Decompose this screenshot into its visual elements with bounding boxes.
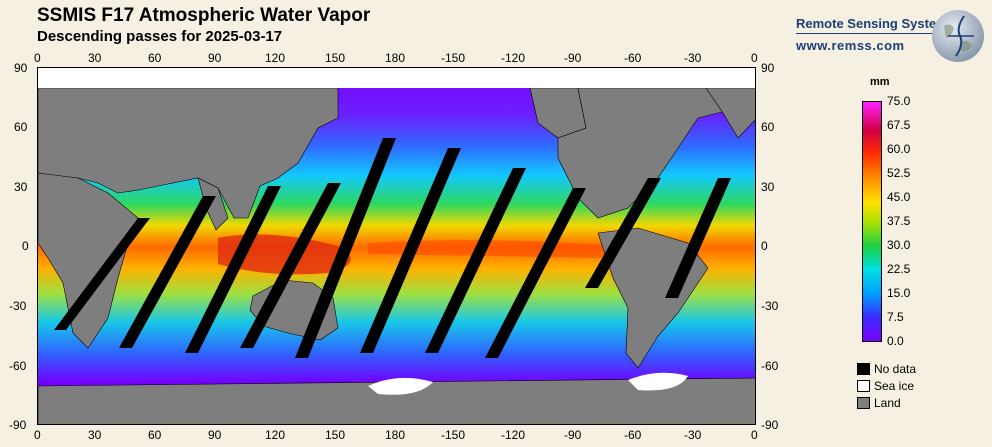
lon-tick-top: 30 — [88, 51, 102, 65]
itcz-band — [368, 240, 625, 258]
lat-tick-right: -90 — [761, 418, 779, 432]
lat-tick-left: -30 — [9, 299, 27, 313]
lat-tick-left: -60 — [9, 359, 27, 373]
legend-swatch-no-data — [857, 363, 870, 375]
globe-icon — [932, 10, 984, 62]
swath-9 — [585, 178, 661, 288]
lat-tick-right: -60 — [761, 359, 779, 373]
legend-sea-ice: Sea ice — [857, 379, 914, 393]
lon-tick-bottom: 150 — [325, 428, 346, 442]
lon-tick-bottom: 120 — [265, 428, 286, 442]
lon-tick-top: -60 — [624, 51, 642, 65]
lon-tick-bottom: 60 — [148, 428, 162, 442]
land-antarctica — [38, 377, 755, 424]
lon-tick-bottom: 0 — [34, 428, 41, 442]
land-africa — [38, 172, 139, 349]
swath-6 — [360, 148, 461, 353]
lon-tick-top: 0 — [751, 51, 758, 65]
swath-1 — [54, 218, 150, 330]
colorbar — [862, 101, 882, 342]
lon-tick-top: 180 — [385, 51, 406, 65]
lon-tick-top: 90 — [208, 51, 222, 65]
colorbar-label: 60.0 — [887, 142, 911, 156]
colorbar-label: 15.0 — [887, 286, 911, 300]
lon-tick-bottom: 180 — [385, 428, 406, 442]
swath-2 — [119, 196, 216, 348]
lat-tick-right: 0 — [761, 239, 768, 253]
colorbar-label: 37.5 — [887, 214, 911, 228]
colorbar-label: 0.0 — [887, 334, 904, 348]
lat-tick-left: 90 — [14, 61, 28, 75]
swath-7 — [425, 168, 526, 353]
sea-ice-ross — [368, 377, 433, 395]
colorbar-label: 75.0 — [887, 94, 911, 108]
legend-swatch-land — [857, 397, 870, 409]
swath-5 — [295, 138, 396, 358]
legend-swatch-sea-ice — [857, 380, 870, 392]
lon-tick-top: -120 — [501, 51, 526, 65]
map-subtitle: Descending passes for 2025-03-17 — [37, 28, 283, 45]
legend-label: Land — [874, 396, 901, 410]
lon-tick-bottom: 30 — [88, 428, 102, 442]
lon-tick-top: 0 — [34, 51, 41, 65]
brand-divider — [796, 33, 946, 34]
sea-ice — [38, 68, 755, 395]
colorbar-label: 52.5 — [887, 166, 911, 180]
map-title: SSMIS F17 Atmospheric Water Vapor — [37, 5, 371, 26]
legend-no-data: No data — [857, 362, 916, 376]
lat-tick-right: 30 — [761, 180, 775, 194]
colorbar-label: 7.5 — [887, 310, 904, 324]
legend-label: No data — [874, 362, 917, 376]
sea-ice-weddell — [628, 372, 688, 391]
colorbar-label: 30.0 — [887, 238, 911, 252]
lon-tick-top: 60 — [148, 51, 162, 65]
lon-tick-bottom: -150 — [441, 428, 466, 442]
sea-ice-north — [38, 68, 755, 88]
colorbar-label: 45.0 — [887, 190, 911, 204]
swath-3 — [185, 186, 281, 353]
lon-tick-bottom: 0 — [751, 428, 758, 442]
no-data-swaths — [54, 138, 731, 358]
colorbar-label: 22.5 — [887, 262, 911, 276]
lat-tick-left: -90 — [9, 418, 27, 432]
swath-8 — [485, 188, 586, 358]
colorbar-unit: mm — [870, 76, 890, 88]
lon-tick-bottom: -90 — [564, 428, 582, 442]
lon-tick-bottom: -30 — [684, 428, 702, 442]
lon-tick-top: -30 — [684, 51, 702, 65]
colorbar-label: 67.5 — [887, 118, 911, 132]
lat-tick-left: 0 — [22, 239, 29, 253]
lat-tick-right: -30 — [761, 299, 779, 313]
lon-tick-top: 150 — [325, 51, 346, 65]
legend-label: Sea ice — [874, 379, 915, 393]
lon-tick-bottom: 90 — [208, 428, 222, 442]
lon-tick-bottom: -120 — [501, 428, 526, 442]
brand-url[interactable]: www.remss.com — [796, 38, 905, 53]
lon-tick-top: -90 — [564, 51, 582, 65]
lon-tick-top: 120 — [265, 51, 286, 65]
water-vapor-map[interactable] — [37, 67, 756, 425]
lon-tick-bottom: -60 — [624, 428, 642, 442]
legend-land: Land — [857, 396, 901, 410]
lat-tick-left: 30 — [14, 180, 28, 194]
lat-tick-right: 90 — [761, 61, 775, 75]
lon-tick-top: -150 — [441, 51, 466, 65]
swath-10 — [665, 178, 731, 298]
lat-tick-right: 60 — [761, 120, 775, 134]
lat-tick-left: 60 — [14, 120, 28, 134]
swath-4 — [240, 183, 341, 348]
brand-name: Remote Sensing Systems — [796, 16, 955, 31]
